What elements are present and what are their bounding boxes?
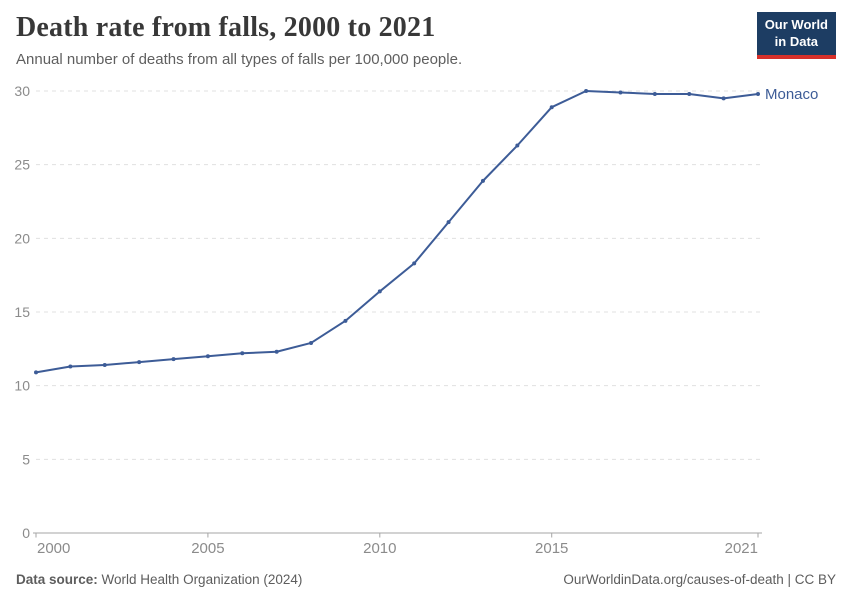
x-tick-label: 2021 bbox=[725, 540, 758, 557]
owid-logo[interactable]: Our World in Data bbox=[756, 12, 836, 59]
data-source: Data source: World Health Organization (… bbox=[16, 572, 302, 587]
data-point[interactable] bbox=[584, 89, 589, 93]
owid-logo-line2: in Data bbox=[774, 33, 819, 49]
data-point[interactable] bbox=[34, 370, 38, 375]
y-tick-label: 30 bbox=[14, 83, 30, 99]
data-source-text: World Health Organization (2024) bbox=[97, 572, 303, 587]
data-point[interactable] bbox=[68, 364, 73, 369]
data-point[interactable] bbox=[377, 289, 382, 294]
data-point[interactable] bbox=[721, 96, 726, 101]
data-point[interactable] bbox=[480, 178, 485, 183]
data-point[interactable] bbox=[137, 360, 142, 365]
data-point[interactable] bbox=[343, 318, 348, 323]
y-tick-label: 15 bbox=[14, 304, 30, 320]
y-tick-label: 0 bbox=[22, 525, 30, 541]
x-tick-label: 2000 bbox=[37, 540, 70, 557]
data-point[interactable] bbox=[412, 261, 417, 266]
data-point[interactable] bbox=[756, 91, 760, 96]
data-point[interactable] bbox=[240, 351, 245, 356]
data-point[interactable] bbox=[687, 91, 692, 96]
data-point[interactable] bbox=[171, 357, 176, 362]
y-tick-label: 25 bbox=[14, 157, 30, 173]
x-tick-label: 2010 bbox=[363, 540, 396, 557]
series-label[interactable]: Monaco bbox=[765, 86, 818, 103]
data-point[interactable] bbox=[205, 354, 210, 359]
y-tick-label: 5 bbox=[22, 451, 30, 467]
data-point[interactable] bbox=[515, 143, 520, 148]
page-title: Death rate from falls, 2000 to 2021 bbox=[16, 12, 436, 43]
data-point[interactable] bbox=[652, 91, 657, 96]
data-point[interactable] bbox=[549, 105, 554, 110]
x-tick-label: 2005 bbox=[191, 540, 224, 557]
data-point[interactable] bbox=[618, 90, 623, 95]
x-tick-label: 2015 bbox=[535, 540, 568, 557]
data-point[interactable] bbox=[309, 340, 314, 345]
data-point[interactable] bbox=[446, 220, 451, 225]
y-tick-label: 10 bbox=[14, 378, 30, 394]
chart-subtitle: Annual number of deaths from all types o… bbox=[16, 51, 463, 69]
chart-footer: Data source: World Health Organization (… bbox=[16, 572, 836, 587]
data-point[interactable] bbox=[274, 349, 279, 354]
data-source-label: Data source: bbox=[16, 572, 98, 587]
y-tick-label: 20 bbox=[14, 230, 30, 246]
owid-logo-line1: Our World bbox=[764, 17, 828, 32]
chart-header: Death rate from falls, 2000 to 2021 Annu… bbox=[16, 12, 730, 68]
series-line[interactable] bbox=[35, 90, 759, 374]
data-point[interactable] bbox=[102, 363, 107, 368]
credit-link[interactable]: OurWorldinData.org/causes-of-death | CC … bbox=[563, 572, 836, 587]
